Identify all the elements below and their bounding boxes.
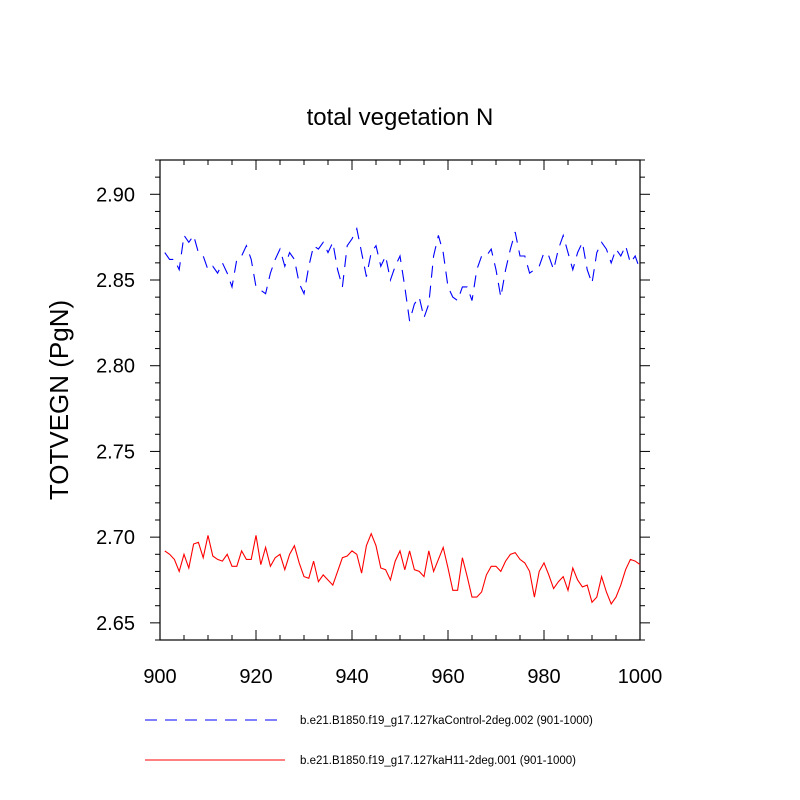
x-tick-label: 980 <box>527 666 560 688</box>
x-tick-label: 900 <box>143 666 176 688</box>
x-tick-label: 920 <box>239 666 272 688</box>
legend-label-1: b.e21.B1850.f19_g17.127kaControl-2deg.00… <box>300 715 593 727</box>
chart-title: total vegetation N <box>307 104 494 131</box>
plot-area <box>164 226 641 606</box>
series-line-control <box>164 226 641 322</box>
y-axis-label: TOTVEGN (PgN) <box>44 300 74 500</box>
plot-frame <box>159 159 641 641</box>
x-tick-label: 940 <box>335 666 368 688</box>
y-tick-label: 2.85 <box>96 270 135 292</box>
y-tick-label: 2.70 <box>96 527 135 549</box>
legend-label-2: b.e21.B1850.f19_g17.127kaH11-2deg.001 (9… <box>300 755 576 767</box>
y-tick-label: 2.75 <box>96 441 135 463</box>
x-tick-label: 960 <box>431 666 464 688</box>
y-tick-label: 2.65 <box>96 613 135 635</box>
x-tick-label: 1000 <box>618 666 663 688</box>
series-line-h11 <box>164 532 641 606</box>
axes: 900 920 940 960 980 1000 2.65 2.70 2.75 2.80 2.85 2… <box>96 159 663 688</box>
y-tick-label: 2.90 <box>96 184 135 206</box>
legend: b.e21.B1850.f19_g17.127kaControl-2deg.00… <box>145 715 593 767</box>
y-tick-label: 2.80 <box>96 356 135 378</box>
